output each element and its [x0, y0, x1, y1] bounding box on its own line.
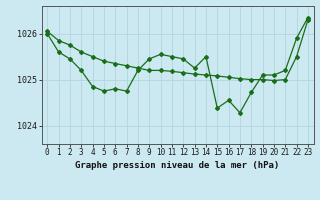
- X-axis label: Graphe pression niveau de la mer (hPa): Graphe pression niveau de la mer (hPa): [76, 161, 280, 170]
